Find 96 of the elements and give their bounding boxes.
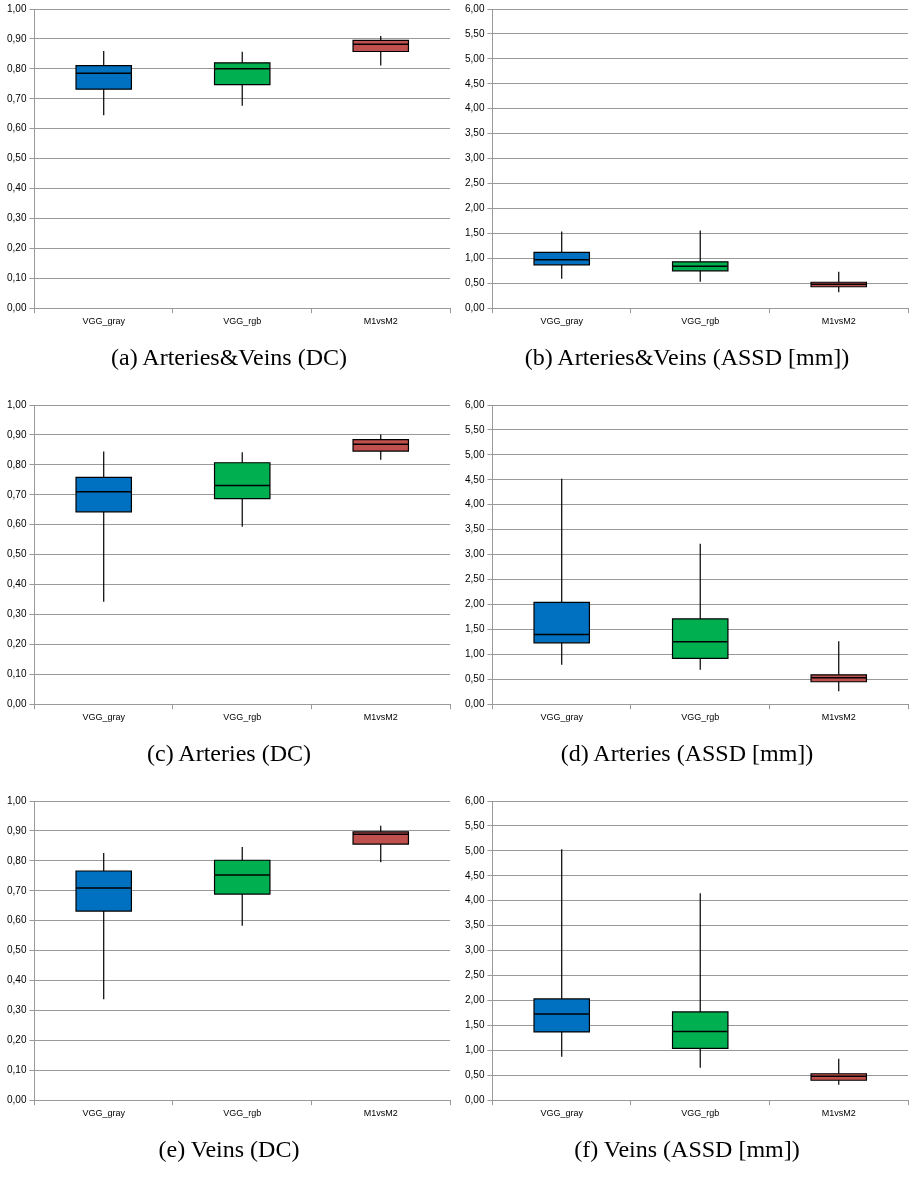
y-tick-label: 0,00 bbox=[6, 1093, 27, 1105]
y-tick-label: 1,00 bbox=[6, 398, 27, 410]
y-tick-label: 4,50 bbox=[464, 77, 485, 89]
y-tick-label: 4,50 bbox=[464, 473, 485, 485]
y-tick-label: 4,50 bbox=[464, 869, 485, 881]
y-tick-label: 2,00 bbox=[464, 202, 485, 214]
x-tick-label: M1vsM2 bbox=[821, 1108, 856, 1119]
y-tick-label: 0,70 bbox=[6, 92, 27, 104]
y-tick-label: 0,00 bbox=[464, 1093, 485, 1105]
x-tick-label: VGG_gray bbox=[82, 712, 126, 723]
y-tick-label: 0,10 bbox=[6, 272, 27, 284]
y-tick-label: 5,00 bbox=[464, 52, 485, 64]
y-tick-label: 6,00 bbox=[464, 2, 485, 14]
y-tick-label: 0,80 bbox=[6, 62, 27, 74]
y-tick-label: 0,50 bbox=[6, 944, 27, 956]
y-tick-label: 3,00 bbox=[464, 152, 485, 164]
x-tick-label: M1vsM2 bbox=[821, 712, 856, 723]
y-tick-label: 0,20 bbox=[6, 242, 27, 254]
y-tick-label: 3,50 bbox=[464, 523, 485, 535]
x-tick-label: VGG_gray bbox=[540, 1108, 584, 1119]
x-tick-label: VGG_gray bbox=[82, 1108, 126, 1119]
y-tick-label: 4,00 bbox=[464, 498, 485, 510]
y-tick-label: 5,00 bbox=[464, 844, 485, 856]
y-tick-label: 1,50 bbox=[464, 227, 485, 239]
y-tick-label: 0,00 bbox=[464, 697, 485, 709]
x-tick-label: M1vsM2 bbox=[363, 712, 398, 723]
y-tick-label: 0,90 bbox=[6, 428, 27, 440]
x-tick-label: VGG_gray bbox=[540, 316, 584, 327]
y-tick-label: 1,00 bbox=[464, 252, 485, 264]
x-tick-label: M1vsM2 bbox=[363, 316, 398, 327]
y-tick-label: 5,50 bbox=[464, 27, 485, 39]
y-tick-label: 0,10 bbox=[6, 668, 27, 680]
y-tick-label: 6,00 bbox=[464, 794, 485, 806]
y-tick-label: 0,50 bbox=[6, 152, 27, 164]
x-tick-label: VGG_rgb bbox=[223, 1108, 262, 1119]
y-tick-label: 0,20 bbox=[6, 638, 27, 650]
y-tick-label: 4,00 bbox=[464, 102, 485, 114]
y-tick-label: 3,00 bbox=[464, 548, 485, 560]
y-tick-label: 0,90 bbox=[6, 824, 27, 836]
text: (c) Arteries (DC) bbox=[147, 740, 311, 767]
text: (e) Veins (DC) bbox=[158, 1136, 300, 1163]
y-tick-label: 0,70 bbox=[6, 884, 27, 896]
y-tick-label: 6,00 bbox=[464, 398, 485, 410]
y-tick-label: 0,50 bbox=[464, 277, 485, 289]
y-tick-label: 4,00 bbox=[464, 894, 485, 906]
y-tick-label: 3,00 bbox=[464, 944, 485, 956]
y-tick-label: 0,10 bbox=[6, 1064, 27, 1076]
y-tick-label: 1,00 bbox=[6, 2, 27, 14]
y-tick-label: 0,30 bbox=[6, 1004, 27, 1016]
x-tick-label: VGG_rgb bbox=[681, 712, 720, 723]
y-tick-label: 0,00 bbox=[464, 301, 485, 313]
y-tick-label: 0,50 bbox=[464, 1069, 485, 1081]
x-tick-label: M1vsM2 bbox=[363, 1108, 398, 1119]
text: (f) Veins (ASSD [mm]) bbox=[574, 1136, 800, 1163]
y-tick-label: 0,80 bbox=[6, 854, 27, 866]
y-tick-label: 0,60 bbox=[6, 122, 27, 134]
y-tick-label: 0,30 bbox=[6, 212, 27, 224]
y-tick-label: 5,00 bbox=[464, 448, 485, 460]
y-tick-label: 1,00 bbox=[464, 648, 485, 660]
x-tick-label: VGG_rgb bbox=[223, 712, 262, 723]
y-tick-label: 1,50 bbox=[464, 623, 485, 635]
y-tick-label: 0,40 bbox=[6, 182, 27, 194]
x-tick-label: VGG_rgb bbox=[681, 316, 720, 327]
y-tick-label: 5,50 bbox=[464, 819, 485, 831]
y-tick-label: 1,00 bbox=[6, 794, 27, 806]
y-tick-label: 0,70 bbox=[6, 488, 27, 500]
y-tick-label: 1,50 bbox=[464, 1019, 485, 1031]
x-tick-label: VGG_rgb bbox=[223, 316, 262, 327]
y-tick-label: 2,50 bbox=[464, 177, 485, 189]
text: (a) Arteries&Veins (DC) bbox=[111, 344, 347, 371]
y-tick-label: 5,50 bbox=[464, 423, 485, 435]
y-tick-label: 1,00 bbox=[464, 1044, 485, 1056]
y-tick-label: 2,00 bbox=[464, 598, 485, 610]
y-tick-label: 0,60 bbox=[6, 914, 27, 926]
y-tick-label: 3,50 bbox=[464, 919, 485, 931]
y-tick-label: 0,60 bbox=[6, 518, 27, 530]
y-tick-label: 0,90 bbox=[6, 32, 27, 44]
y-tick-label: 0,00 bbox=[6, 697, 27, 709]
y-tick-label: 0,30 bbox=[6, 608, 27, 620]
y-tick-label: 0,80 bbox=[6, 458, 27, 470]
x-tick-label: VGG_gray bbox=[82, 316, 126, 327]
y-tick-label: 0,40 bbox=[6, 974, 27, 986]
text: (b) Arteries&Veins (ASSD [mm]) bbox=[524, 344, 850, 371]
y-tick-label: 3,50 bbox=[464, 127, 485, 139]
y-tick-label: 0,00 bbox=[6, 301, 27, 313]
y-tick-label: 0,50 bbox=[464, 673, 485, 685]
x-tick-label: VGG_rgb bbox=[681, 1108, 720, 1119]
text: (d) Arteries (ASSD [mm]) bbox=[560, 740, 814, 767]
y-tick-label: 2,50 bbox=[464, 573, 485, 585]
x-tick-label: VGG_gray bbox=[540, 712, 584, 723]
x-tick-label: M1vsM2 bbox=[821, 316, 856, 327]
y-tick-label: 0,50 bbox=[6, 548, 27, 560]
y-tick-label: 0,20 bbox=[6, 1034, 27, 1046]
y-tick-label: 0,40 bbox=[6, 578, 27, 590]
y-tick-label: 2,00 bbox=[464, 994, 485, 1006]
y-tick-label: 2,50 bbox=[464, 969, 485, 981]
